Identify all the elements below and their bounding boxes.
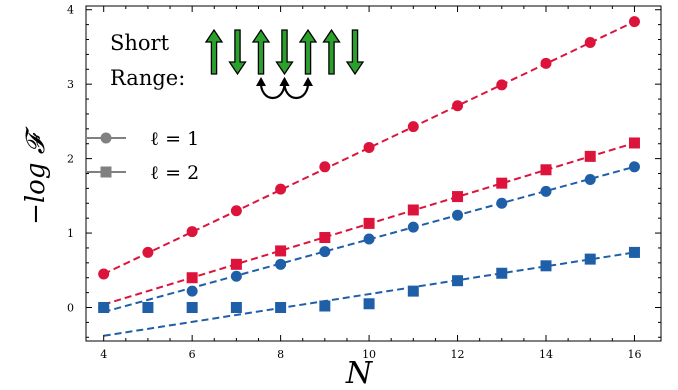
point-series-4 (628, 246, 640, 258)
point-series-2 (452, 191, 464, 203)
legend-label-l2: ℓ = 2 (150, 162, 199, 184)
legend-marker-circle (100, 132, 112, 144)
x-tick-label: 14 (539, 348, 553, 361)
x-tick-label: 12 (451, 348, 465, 361)
spin-up-arrow-icon (204, 28, 224, 75)
point-series-1 (540, 57, 552, 69)
spin-up-arrow-icon (298, 28, 318, 75)
interaction-arcs (256, 77, 313, 99)
y-tick-label: 2 (67, 153, 74, 166)
interaction-arc (259, 79, 286, 99)
legend-marker-square (100, 166, 112, 178)
point-series-3 (230, 270, 242, 282)
arc-arrowhead-icon (256, 77, 266, 86)
legend: ℓ = 1 ℓ = 2 (86, 128, 199, 184)
axis-ticks (86, 6, 661, 341)
point-series-4 (584, 253, 596, 265)
point-series-4 (496, 267, 508, 279)
spin-down-arrow-icon (228, 29, 247, 76)
point-series-4 (540, 260, 552, 272)
point-series-2 (496, 177, 508, 189)
point-series-1 (186, 226, 198, 238)
spin-down-arrow-icon (345, 29, 365, 76)
point-series-1 (230, 205, 242, 217)
point-series-2 (584, 150, 596, 162)
point-series-4 (452, 275, 464, 287)
point-series-3 (496, 197, 508, 209)
point-series-1 (452, 100, 464, 112)
spin-up-arrow-icon (322, 28, 341, 75)
point-series-3 (275, 258, 287, 270)
y-tick-label: 4 (67, 4, 74, 17)
annotation-line-2: Range: (110, 66, 185, 90)
x-tick-label: 16 (627, 348, 641, 361)
point-series-4 (98, 302, 110, 313)
point-series-1 (275, 183, 287, 195)
point-series-2 (275, 245, 287, 257)
spin-down-arrow-icon (275, 29, 294, 76)
point-series-1 (142, 246, 154, 258)
y-tick-label: 3 (67, 78, 74, 91)
point-series-3 (186, 285, 198, 297)
x-tick-label: 8 (277, 348, 284, 361)
point-series-1 (319, 161, 331, 173)
spin-chain (204, 28, 365, 76)
point-series-1 (98, 268, 110, 280)
y-axis-label: −log 𝓕 (21, 126, 51, 225)
point-series-1 (363, 141, 375, 153)
data-points (98, 16, 640, 313)
point-series-4 (230, 302, 242, 313)
point-series-3 (363, 233, 375, 245)
interaction-arc (283, 79, 310, 99)
point-series-4 (363, 298, 375, 310)
point-series-4 (319, 300, 331, 312)
point-series-2 (540, 164, 552, 176)
point-series-1 (407, 121, 419, 133)
point-series-3 (628, 161, 640, 173)
point-series-1 (584, 36, 596, 48)
point-series-3 (319, 246, 331, 258)
point-series-3 (584, 173, 596, 185)
arc-arrowhead-icon (279, 77, 290, 86)
legend-entry-l1: ℓ = 1 (86, 128, 199, 150)
y-tick-label: 1 (67, 227, 74, 240)
point-series-4 (186, 302, 198, 313)
point-series-2 (319, 232, 331, 244)
y-tick-label: 0 (67, 302, 74, 315)
legend-entry-l2: ℓ = 2 (86, 162, 199, 184)
x-tick-label: 4 (100, 348, 107, 361)
legend-label-l1: ℓ = 1 (150, 128, 199, 150)
point-series-3 (452, 209, 464, 221)
annotation: Short Range: (110, 28, 365, 99)
point-series-2 (186, 272, 198, 284)
arc-arrowhead-icon (303, 77, 313, 86)
point-series-2 (363, 217, 375, 229)
point-series-4 (142, 302, 154, 313)
fit-line-series-4 (103, 251, 635, 337)
x-axis-label: N (345, 356, 374, 390)
point-series-1 (628, 16, 640, 28)
point-series-2 (407, 204, 419, 216)
x-tick-label: 10 (362, 348, 376, 361)
point-series-2 (628, 137, 640, 149)
x-tick-label: 6 (189, 348, 196, 361)
annotation-line-1: Short (110, 31, 170, 55)
point-series-4 (407, 285, 419, 297)
point-series-3 (540, 185, 552, 197)
point-series-4 (275, 302, 287, 313)
point-series-3 (407, 221, 419, 233)
point-series-2 (230, 258, 242, 270)
point-series-1 (496, 79, 508, 91)
spin-up-arrow-icon (251, 28, 271, 75)
